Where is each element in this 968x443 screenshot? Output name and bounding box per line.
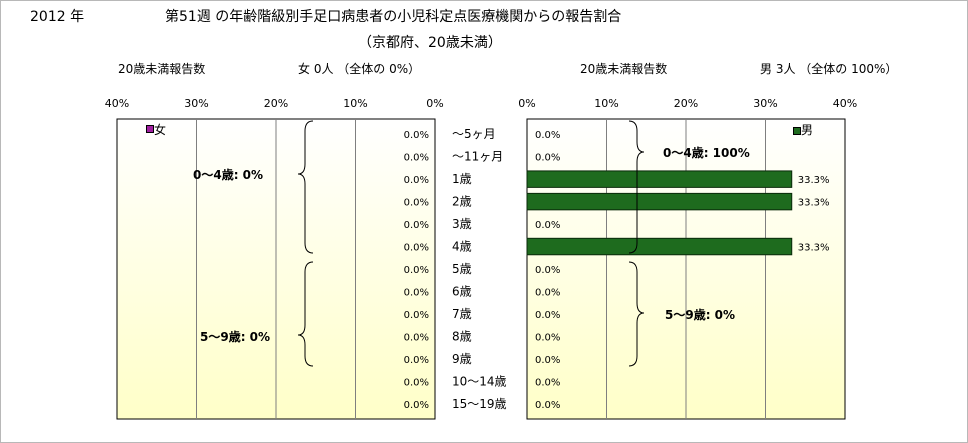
female-value-label: 0.0% [404,175,429,186]
male-value-label: 0.0% [535,153,560,164]
male-bar [526,237,793,256]
female-value-label: 0.0% [404,243,429,254]
female-legend-swatch [146,125,154,133]
category-label: 9歳 [452,352,472,366]
female-value-label: 0.0% [404,265,429,276]
male-bar [526,192,793,211]
female-legend-label: 女 [154,123,167,137]
male-value-label: 33.3% [798,198,830,209]
category-label: 2歳 [452,195,472,209]
male-value-label: 0.0% [535,400,560,411]
left-x-tick-label: 10% [343,97,367,110]
left-x-tick-label: 30% [184,97,208,110]
right-brace-0-4 [628,120,645,254]
female-value-label: 0.0% [404,287,429,298]
left-x-tick-label: 40% [105,97,129,110]
male-value-label: 0.0% [535,220,560,231]
category-label: 8歳 [452,329,472,343]
male-legend-swatch [793,127,801,135]
male-value-label: 0.0% [535,130,560,141]
right-x-tick-label: 10% [594,97,618,110]
male-value-label: 33.3% [798,175,830,186]
female-value-label: 0.0% [404,355,429,366]
female-value-label: 0.0% [404,400,429,411]
category-label: 6歳 [452,284,472,298]
left-group-label-0-4: 0～4歳: 0% [193,168,264,182]
category-label: 1歳 [452,172,472,186]
year-label: 2012 年 [30,9,85,25]
right-brace-5-9 [628,261,645,367]
female-value-label: 0.0% [404,153,429,164]
male-value-label: 0.0% [535,287,560,298]
male-value-label: 0.0% [535,355,560,366]
right-x-tick-label: 40% [833,97,857,110]
right-subtitle: 20歳未満報告数 [580,62,668,76]
left-group-label-5-9: 5～9歳: 0% [200,330,271,344]
female-value-label: 0.0% [404,310,429,321]
category-label: 7歳 [452,307,472,321]
category-label: 4歳 [452,240,472,254]
category-label: 10～14歳 [452,374,507,388]
right-x-tick-label: 30% [753,97,777,110]
female-value-label: 0.0% [404,220,429,231]
male-value-label: 0.0% [535,310,560,321]
left-x-tick-label: 20% [264,97,288,110]
right-x-tick-label: 0% [518,97,535,110]
left-subtitle: 20歳未満報告数 [118,62,206,76]
left-brace-5-9 [297,261,314,367]
chart-title: 第51週 の年齢階級別手足口病患者の小児科定点医療機関からの報告割合 [165,9,622,25]
chart-subtitle-region: （京都府、20歳未満） [358,35,502,51]
male-legend-label: 男 [801,123,814,137]
category-label: 3歳 [452,217,472,231]
right-group-label-0-4: 0～4歳: 100% [663,146,750,160]
category-label: ～5ヶ月 [452,127,496,141]
female-value-label: 0.0% [404,198,429,209]
category-label: 15～19歳 [452,397,507,411]
male-value-label: 0.0% [535,265,560,276]
male-value-label: 0.0% [535,377,560,388]
male-value-label: 33.3% [798,243,830,254]
female-value-label: 0.0% [404,377,429,388]
right-summary: 男 3人 （全体の 100%） [760,62,898,76]
right-group-label-5-9: 5～9歳: 0% [665,308,736,322]
left-x-tick-label: 0% [426,97,443,110]
category-label: ～11ヶ月 [452,150,503,164]
left-summary: 女 0人 （全体の 0%） [298,62,421,76]
male-bar [526,170,793,188]
male-value-label: 0.0% [535,332,560,343]
category-label: 5歳 [452,262,472,276]
female-value-label: 0.0% [404,332,429,343]
left-brace-0-4 [297,120,314,254]
female-value-label: 0.0% [404,130,429,141]
right-x-tick-label: 20% [674,97,698,110]
